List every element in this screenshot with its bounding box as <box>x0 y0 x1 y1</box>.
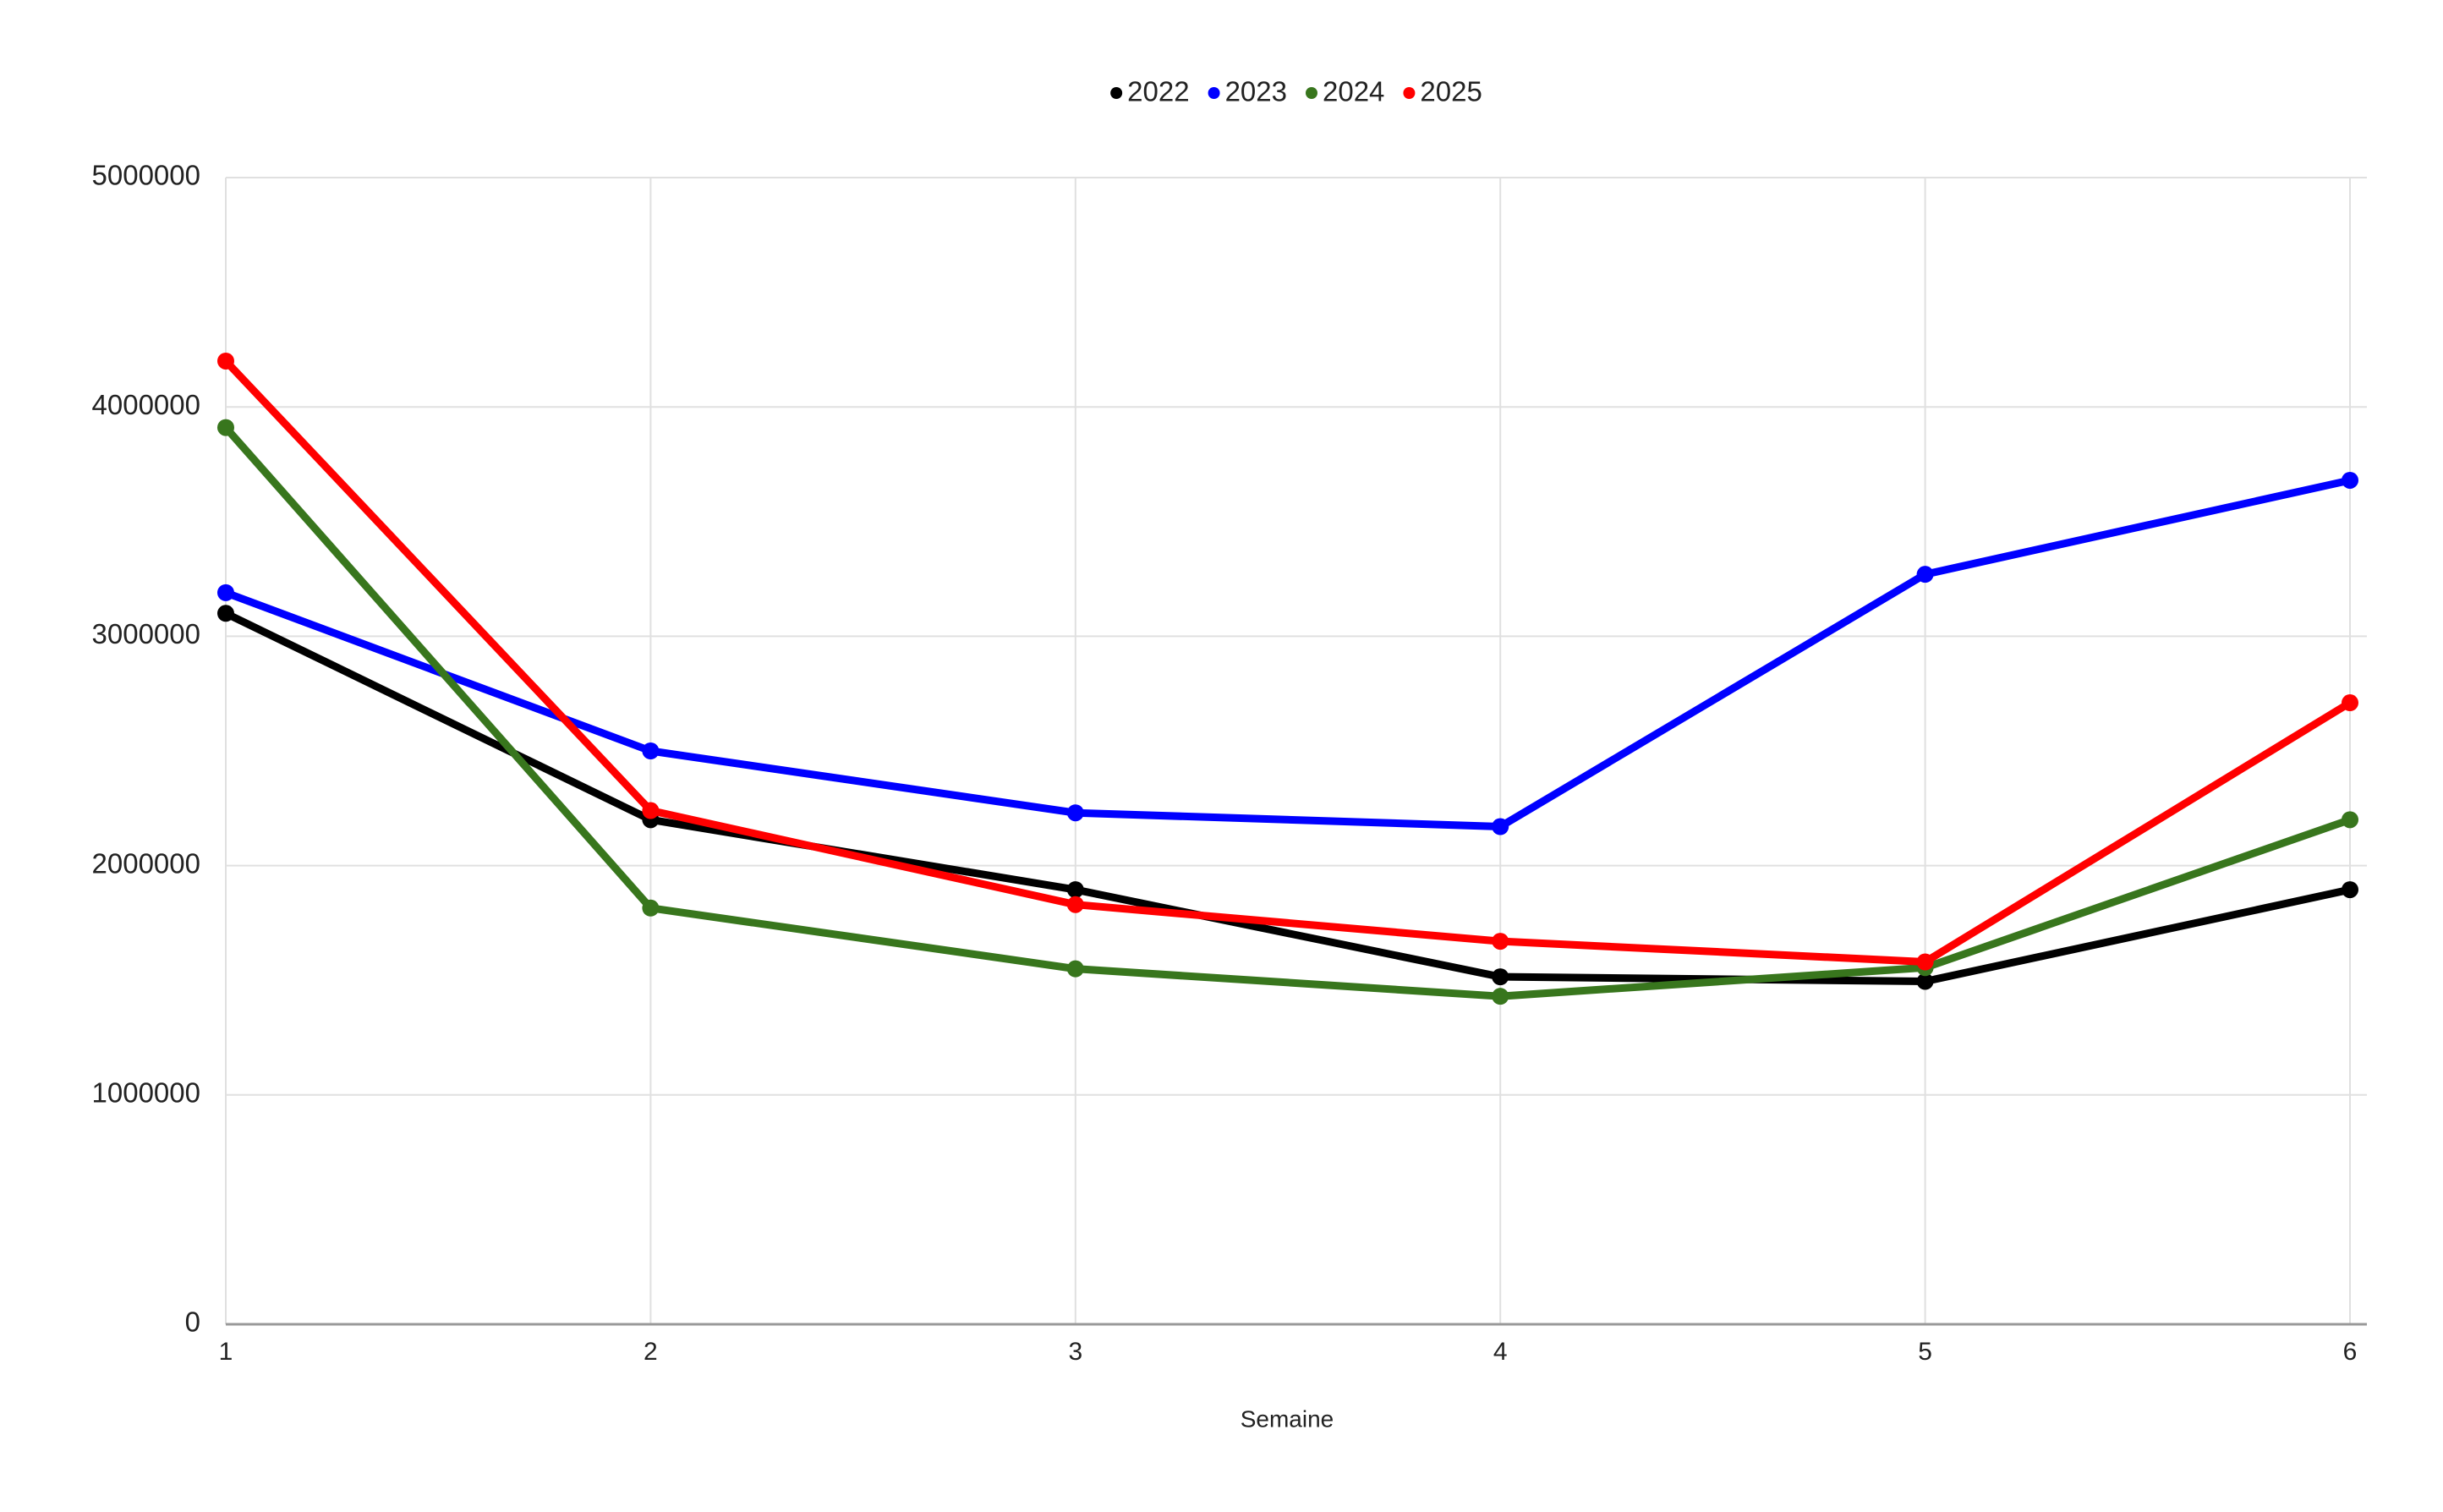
legend-label: 2022 <box>1127 76 1189 107</box>
x-tick-label: 6 <box>2343 1338 2358 1366</box>
data-point <box>2342 811 2358 829</box>
x-axis-title: Semaine <box>1241 1405 1334 1432</box>
legend-marker <box>1403 87 1416 99</box>
data-point <box>1916 972 1934 990</box>
y-tick-label: 2000000 <box>92 847 200 879</box>
legend-label: 2025 <box>1420 76 1482 107</box>
data-point <box>1492 818 1509 835</box>
legend-marker <box>1306 87 1317 99</box>
series-line <box>222 425 2352 1000</box>
data-point <box>217 583 234 601</box>
data-point <box>1492 988 1509 1005</box>
legend-label: 2024 <box>1323 76 1384 107</box>
x-tick-label: 3 <box>1068 1338 1082 1366</box>
legend-label: 2023 <box>1225 76 1287 107</box>
legend: 2022 2023 2024 2025 <box>1110 76 1482 107</box>
x-tick-label: 5 <box>1918 1338 1932 1366</box>
data-point <box>642 899 660 917</box>
series-line <box>224 476 2351 830</box>
legend-marker <box>1110 87 1123 99</box>
data-point <box>642 802 660 819</box>
y-tick-label: 5000000 <box>92 160 200 191</box>
data-point <box>2342 881 2358 899</box>
data-point <box>1492 933 1509 950</box>
x-tick-label: 2 <box>644 1338 658 1366</box>
x-tick-label: 1 <box>219 1338 233 1366</box>
y-tick-label: 4000000 <box>92 389 200 420</box>
y-tick-label: 0 <box>185 1307 200 1338</box>
data-point <box>217 605 234 622</box>
data-point <box>1492 968 1509 986</box>
legend-marker <box>1208 87 1220 99</box>
y-tick-label: 3000000 <box>92 618 200 649</box>
data-point <box>642 742 660 759</box>
data-point <box>1916 566 1934 583</box>
data-point <box>1066 896 1084 913</box>
data-point <box>2342 694 2358 712</box>
series-line <box>224 610 2351 986</box>
data-point <box>217 419 234 436</box>
data-point <box>2342 471 2358 489</box>
data-point <box>217 352 234 370</box>
data-point <box>1916 953 1934 971</box>
series-line <box>222 358 2353 966</box>
x-tick-label: 4 <box>1493 1338 1508 1366</box>
data-point <box>1066 804 1084 822</box>
y-tick-label: 1000000 <box>92 1077 200 1109</box>
data-point <box>1066 960 1084 978</box>
data-point <box>1066 881 1084 899</box>
